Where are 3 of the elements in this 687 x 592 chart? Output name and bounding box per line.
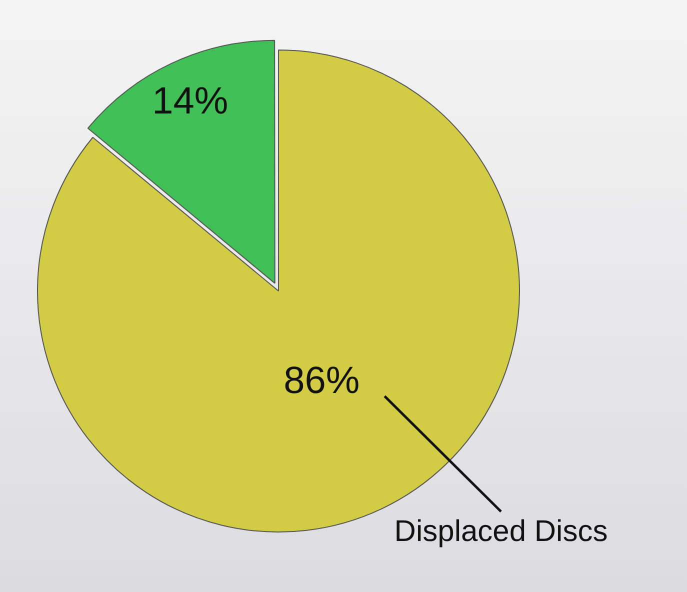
data-label: 86% <box>284 360 360 402</box>
data-label: 14% <box>152 80 228 123</box>
slice-label: Displaced Discs <box>394 514 608 548</box>
